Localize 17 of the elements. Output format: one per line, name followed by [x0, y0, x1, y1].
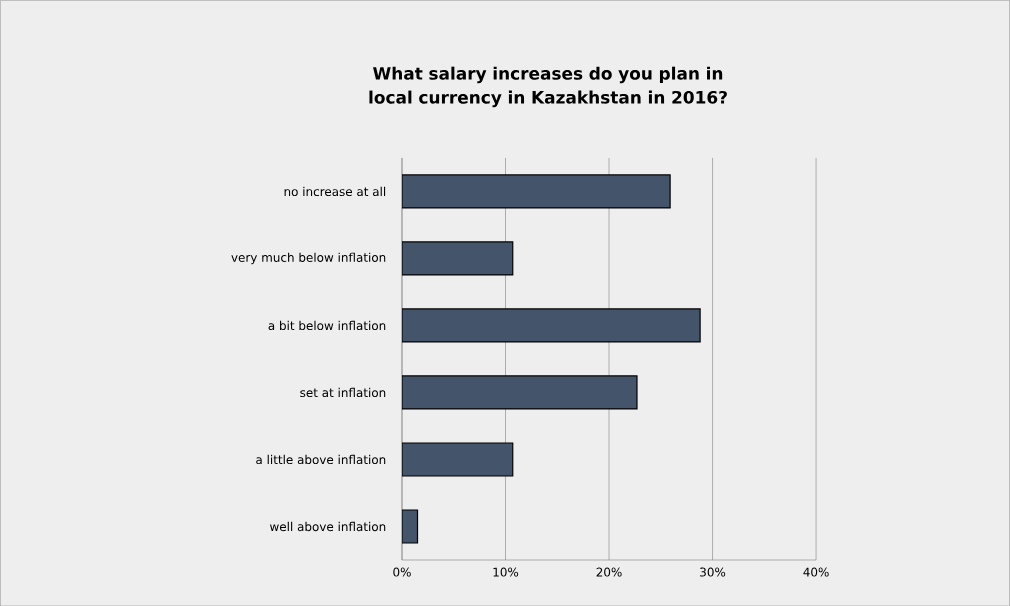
x-tick-label: 30% [700, 567, 726, 577]
bar [401, 375, 638, 410]
bar [401, 308, 701, 343]
y-tick-label: a bit below inflation [268, 320, 386, 330]
y-tick-label: set at inflation [300, 387, 386, 397]
x-tick-label: 0% [393, 567, 411, 577]
x-tick-label: 40% [803, 567, 829, 577]
x-tick-label: 10% [493, 567, 519, 577]
x-tick-label: 20% [596, 567, 622, 577]
y-tick-label: well above inflation [270, 521, 386, 531]
y-tick-label: very much below inflation [231, 252, 386, 265]
bar [401, 442, 514, 477]
bar [401, 241, 514, 276]
chart-title: What salary increases do you plan in local currency in Kazakhstan in 2016? [369, 66, 727, 107]
bar [401, 174, 671, 209]
y-tick-label: a little above inflation [256, 454, 386, 464]
y-tick-label: no increase at all [284, 186, 386, 196]
